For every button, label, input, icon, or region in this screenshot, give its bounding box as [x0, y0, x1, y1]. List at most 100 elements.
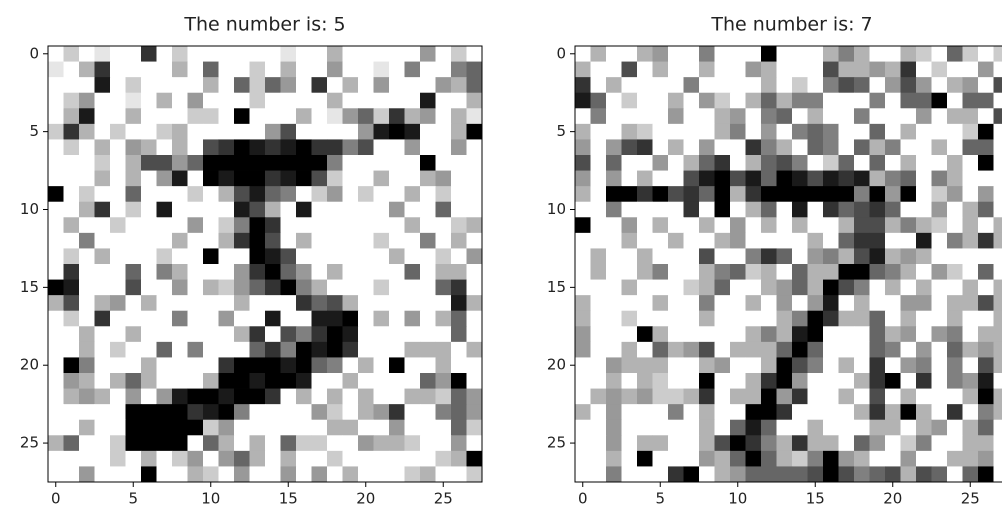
cell [79, 108, 95, 125]
cell [342, 46, 359, 62]
cell [79, 310, 95, 327]
cell [637, 217, 653, 234]
cell [342, 419, 359, 436]
cell [792, 61, 808, 78]
cell [373, 373, 390, 389]
cell [637, 186, 653, 203]
cell [792, 186, 808, 203]
cell [172, 264, 188, 280]
cell [156, 264, 173, 280]
cell [947, 123, 963, 140]
cell [792, 357, 808, 374]
cell [389, 466, 405, 483]
cell [110, 155, 126, 171]
cell [683, 92, 700, 109]
cell [854, 450, 870, 467]
cell [451, 139, 467, 156]
cell [218, 279, 235, 296]
cell [792, 92, 808, 109]
cell [823, 186, 839, 203]
cell [761, 279, 777, 296]
cell [962, 466, 979, 483]
cell [792, 310, 808, 327]
cell [854, 388, 870, 405]
cell [745, 217, 762, 234]
cell [854, 264, 870, 280]
cell [823, 217, 839, 234]
cell [404, 186, 421, 203]
cell [389, 419, 405, 436]
cell [838, 357, 855, 374]
cell [714, 139, 731, 156]
cell [94, 388, 111, 405]
cell [296, 232, 312, 249]
cell [327, 123, 343, 140]
cell [699, 279, 715, 296]
cell [466, 264, 483, 280]
cell [451, 388, 467, 405]
cell [125, 341, 142, 358]
cell [451, 357, 467, 374]
cell [249, 326, 266, 343]
cell [931, 139, 948, 156]
cell [342, 77, 359, 94]
cell [761, 373, 777, 389]
cell [404, 326, 421, 343]
cell [637, 248, 653, 265]
cell [900, 310, 917, 327]
cell [420, 248, 436, 265]
cell [699, 139, 715, 156]
cell [637, 295, 653, 312]
cell [590, 123, 607, 140]
cell [730, 326, 746, 343]
cell [141, 217, 157, 234]
cell [668, 388, 684, 405]
cell [962, 450, 979, 467]
cell [993, 186, 1002, 203]
cell [94, 404, 111, 421]
y-tick-label: 5 [29, 122, 39, 140]
cell [885, 61, 901, 78]
cell [451, 450, 467, 467]
cell [699, 248, 715, 265]
cell [172, 419, 188, 436]
cell [203, 170, 219, 187]
cell [156, 139, 173, 156]
cell [420, 279, 436, 296]
cell [699, 295, 715, 312]
cell [792, 326, 808, 343]
cell [327, 170, 343, 187]
cell [714, 435, 731, 452]
cell [110, 201, 126, 218]
cell [931, 341, 948, 358]
cell [606, 357, 622, 374]
cell [931, 295, 948, 312]
cell [978, 108, 994, 125]
cell [838, 404, 855, 421]
cell [761, 295, 777, 312]
cell [79, 139, 95, 156]
cell [125, 186, 142, 203]
cell [203, 217, 219, 234]
cell [63, 139, 80, 156]
cell [79, 46, 95, 62]
cell [156, 201, 173, 218]
cell [63, 357, 80, 374]
cell [234, 92, 250, 109]
cell [714, 357, 731, 374]
cell [792, 46, 808, 62]
cell [854, 217, 870, 234]
cell [404, 264, 421, 280]
cell [218, 139, 235, 156]
cell [389, 77, 405, 94]
cell [280, 357, 297, 374]
cell [48, 279, 64, 296]
cell [962, 155, 979, 171]
cell [900, 77, 917, 94]
cell [48, 264, 64, 280]
cell [838, 279, 855, 296]
cell [714, 232, 731, 249]
cell [311, 357, 328, 374]
cell [48, 388, 64, 405]
cell [389, 435, 405, 452]
